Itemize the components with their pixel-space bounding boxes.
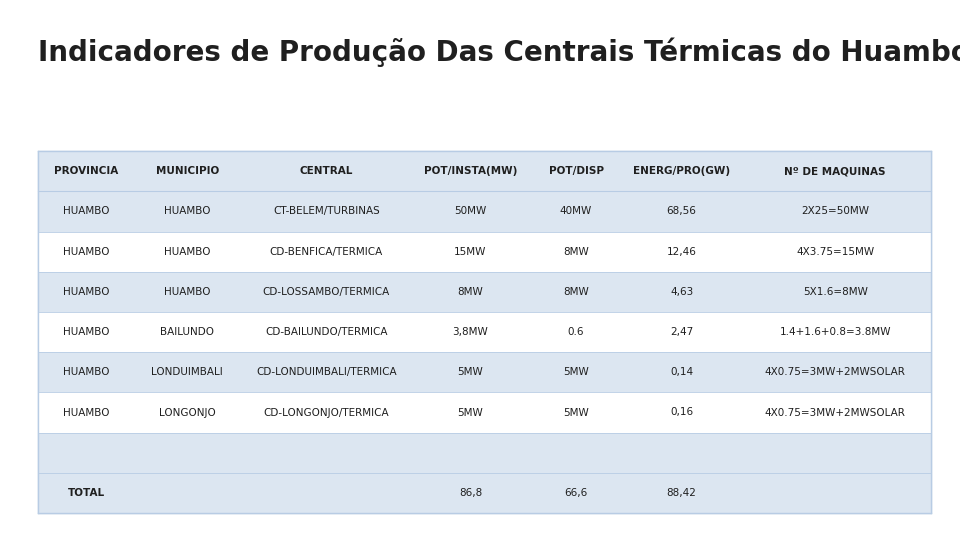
Text: 12,46: 12,46 [666,247,697,256]
Text: 0,16: 0,16 [670,408,693,417]
Text: ENERG/PRO(GW): ENERG/PRO(GW) [633,166,731,176]
Text: LONGONJO: LONGONJO [158,408,216,417]
Text: HUAMBO: HUAMBO [164,287,210,297]
Text: 5MW: 5MW [564,408,588,417]
Text: 40MW: 40MW [560,206,592,217]
Text: 2,47: 2,47 [670,327,693,337]
Text: 8MW: 8MW [458,287,483,297]
FancyBboxPatch shape [38,191,931,232]
Text: POT/DISP: POT/DISP [548,166,604,176]
Text: 8MW: 8MW [564,287,588,297]
Text: 1.4+1.6+0.8=3.8MW: 1.4+1.6+0.8=3.8MW [780,327,891,337]
Text: 15MW: 15MW [454,247,487,256]
Text: BAILUNDO: BAILUNDO [160,327,214,337]
FancyBboxPatch shape [38,151,931,191]
Text: CT-BELEM/TURBINAS: CT-BELEM/TURBINAS [273,206,380,217]
Text: CD-LONDUIMBALI/TERMICA: CD-LONDUIMBALI/TERMICA [256,367,396,377]
FancyBboxPatch shape [38,312,931,352]
FancyBboxPatch shape [38,433,931,473]
Text: HUAMBO: HUAMBO [63,327,109,337]
Text: 5MW: 5MW [458,408,483,417]
Text: 8MW: 8MW [564,247,588,256]
Text: Indicadores de Produção Das Centrais Térmicas do Huambo: Indicadores de Produção Das Centrais Tér… [38,38,960,68]
Text: 88,42: 88,42 [666,488,697,498]
Text: Nº DE MAQUINAS: Nº DE MAQUINAS [784,166,886,176]
Text: 5MW: 5MW [458,367,483,377]
Text: 86,8: 86,8 [459,488,482,498]
Text: HUAMBO: HUAMBO [63,287,109,297]
Text: 2X25=50MW: 2X25=50MW [802,206,869,217]
Text: LONDUIMBALI: LONDUIMBALI [152,367,223,377]
Text: POT/INSTA(MW): POT/INSTA(MW) [423,166,517,176]
FancyBboxPatch shape [38,473,931,513]
Text: CD-BAILUNDO/TERMICA: CD-BAILUNDO/TERMICA [265,327,388,337]
Text: HUAMBO: HUAMBO [63,206,109,217]
Text: 4,63: 4,63 [670,287,693,297]
Text: 3,8MW: 3,8MW [452,327,489,337]
FancyBboxPatch shape [38,151,931,513]
Text: 50MW: 50MW [454,206,487,217]
Text: HUAMBO: HUAMBO [164,247,210,256]
Text: CD-BENFICA/TERMICA: CD-BENFICA/TERMICA [270,247,383,256]
Text: HUAMBO: HUAMBO [164,206,210,217]
Text: 0,14: 0,14 [670,367,693,377]
Text: HUAMBO: HUAMBO [63,367,109,377]
Text: CD-LONGONJO/TERMICA: CD-LONGONJO/TERMICA [264,408,389,417]
Text: HUAMBO: HUAMBO [63,247,109,256]
Text: 4X3.75=15MW: 4X3.75=15MW [796,247,875,256]
FancyBboxPatch shape [38,232,931,272]
FancyBboxPatch shape [38,393,931,433]
Text: TOTAL: TOTAL [68,488,105,498]
Text: 5MW: 5MW [564,367,588,377]
FancyBboxPatch shape [38,352,931,393]
Text: HUAMBO: HUAMBO [63,408,109,417]
Text: 68,56: 68,56 [666,206,697,217]
Text: 4X0.75=3MW+2MWSOLAR: 4X0.75=3MW+2MWSOLAR [765,408,905,417]
Text: MUNICIPIO: MUNICIPIO [156,166,219,176]
Text: 0.6: 0.6 [567,327,585,337]
FancyBboxPatch shape [38,272,931,312]
Text: CENTRAL: CENTRAL [300,166,353,176]
Text: PROVINCIA: PROVINCIA [55,166,118,176]
Text: 66,6: 66,6 [564,488,588,498]
Text: 4X0.75=3MW+2MWSOLAR: 4X0.75=3MW+2MWSOLAR [765,367,905,377]
Text: CD-LOSSAMBO/TERMICA: CD-LOSSAMBO/TERMICA [263,287,390,297]
Text: 5X1.6=8MW: 5X1.6=8MW [803,287,868,297]
